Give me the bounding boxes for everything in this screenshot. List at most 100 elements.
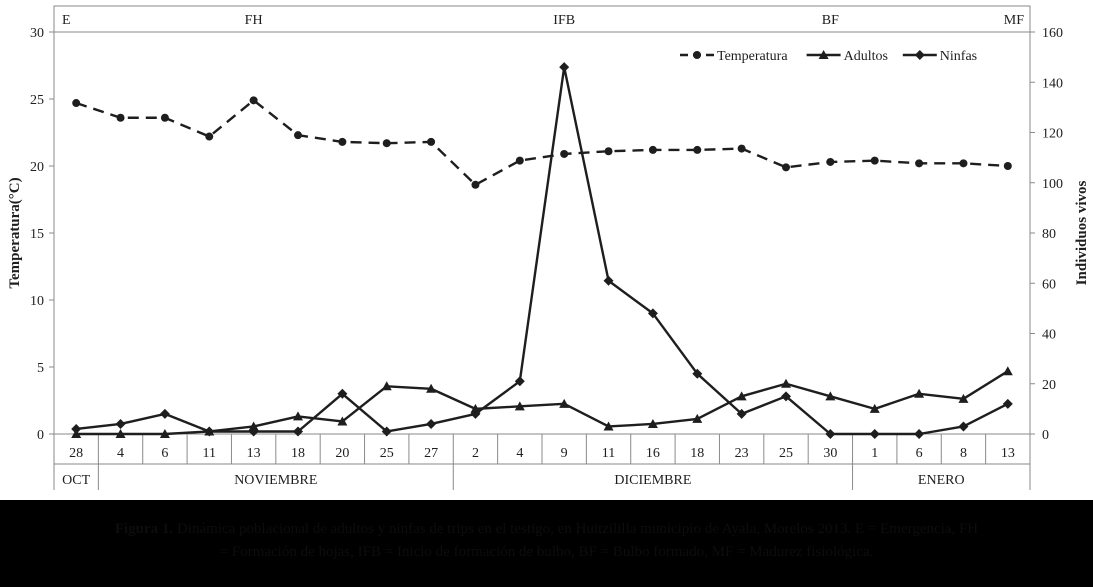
category-label: 25 (779, 446, 793, 461)
legend-marker-temperatura (693, 51, 701, 59)
series-point-ninfas (692, 368, 703, 379)
series-point-temperatura (515, 156, 524, 165)
series-point-ninfas (159, 408, 170, 419)
series-point-ninfas (958, 421, 969, 432)
left-tick-label: 5 (37, 361, 44, 376)
month-label: OCT (62, 473, 90, 488)
series-point-temperatura (782, 163, 790, 172)
series-point-temperatura (382, 139, 391, 148)
series-point-temperatura (959, 159, 968, 168)
series-point-temperatura (338, 137, 347, 146)
series-point-temperatura (604, 147, 613, 156)
series-point-ninfas (248, 426, 259, 437)
category-label: 6 (161, 446, 168, 461)
series-point-adultos (514, 401, 525, 411)
category-label: 6 (916, 446, 923, 461)
series-point-adultos (603, 421, 614, 431)
stage-label: BF (822, 13, 839, 28)
series-point-adultos (736, 391, 747, 401)
series-point-adultos (647, 418, 658, 428)
series-point-adultos (692, 413, 703, 423)
series-point-temperatura (648, 145, 657, 154)
series-point-temperatura (72, 99, 81, 108)
category-label: 18 (690, 446, 704, 461)
category-label: 13 (247, 446, 261, 461)
series-point-temperatura (560, 149, 569, 158)
series-point-adultos (869, 403, 880, 413)
series-point-ninfas (71, 423, 82, 434)
left-tick-label: 0 (37, 428, 44, 443)
series-point-temperatura (915, 159, 924, 168)
population-dynamics-chart: E FH IFB BF MF051015202530020406080100120140… (0, 0, 1093, 500)
category-label: 8 (960, 446, 967, 461)
left-tick-label: 20 (30, 160, 44, 175)
series-point-temperatura (737, 144, 746, 153)
series-line-temperatura (75, 99, 1008, 186)
category-label: 4 (117, 446, 124, 461)
right-tick-label: 80 (1042, 227, 1056, 242)
category-label: 9 (561, 446, 568, 461)
series-point-temperatura (249, 96, 258, 105)
series-point-adultos (381, 381, 392, 391)
series-point-temperatura (160, 113, 169, 122)
series-point-ninfas (381, 426, 392, 437)
caption-text-1: Dinámica poblacional de adultos y ninfas… (173, 521, 979, 537)
legend-marker-ninfas (914, 50, 925, 60)
series-point-ninfas (337, 388, 348, 399)
left-tick-label: 10 (30, 294, 44, 309)
series-point-adultos (958, 393, 969, 403)
left-tick-label: 25 (30, 93, 44, 108)
category-label: 25 (380, 446, 394, 461)
series-point-adultos (559, 398, 570, 408)
category-label: 2 (472, 446, 479, 461)
series-point-ninfas (514, 376, 525, 387)
figure-caption: Figura 1. Dinámica poblacional de adulto… (0, 518, 1093, 564)
right-tick-label: 120 (1042, 127, 1063, 142)
series-point-adultos (781, 378, 791, 388)
right-tick-label: 100 (1042, 177, 1063, 192)
month-label: DICIEMBRE (614, 473, 691, 488)
series-point-ninfas (869, 429, 880, 439)
series-point-temperatura (870, 156, 879, 165)
series-point-ninfas (115, 418, 126, 429)
series-point-temperatura (1003, 162, 1012, 170)
series-point-temperatura (826, 157, 835, 166)
category-label: 27 (424, 446, 438, 461)
series-point-temperatura (427, 137, 436, 146)
series-point-adultos (1002, 366, 1013, 376)
series-point-adultos (248, 421, 259, 431)
category-label: 4 (516, 446, 523, 461)
left-tick-label: 15 (30, 227, 44, 242)
stage-label: IFB (553, 13, 575, 28)
month-label: NOVIEMBRE (234, 473, 317, 488)
series-point-temperatura (116, 113, 125, 122)
series-point-ninfas (1002, 398, 1013, 409)
series-point-temperatura (294, 131, 302, 140)
series-point-adultos (426, 383, 437, 393)
series-point-temperatura (205, 132, 214, 141)
series-point-adultos (293, 411, 303, 421)
category-label: 1 (871, 446, 878, 461)
series-point-adultos (159, 429, 170, 438)
caption-line-1: Figura 1. Dinámica poblacional de adulto… (0, 518, 1093, 541)
stage-label: E (62, 13, 71, 28)
right-tick-label: 160 (1042, 26, 1063, 41)
category-label: 28 (69, 446, 83, 461)
legend-marker-adultos (818, 50, 829, 59)
series-point-ninfas (914, 429, 925, 439)
series-point-ninfas (781, 391, 791, 402)
series-point-ninfas (204, 426, 215, 437)
left-axis-title: Temperatura(°C) (7, 177, 23, 288)
series-point-temperatura (693, 145, 702, 154)
legend-label-temperatura: Temperatura (717, 49, 788, 64)
right-tick-label: 0 (1042, 428, 1049, 443)
left-tick-label: 30 (30, 26, 44, 41)
category-label: 20 (335, 446, 349, 461)
series-point-adultos (115, 429, 126, 438)
series-point-adultos (914, 388, 925, 398)
series-point-ninfas (559, 62, 570, 73)
category-label: 30 (823, 446, 837, 461)
right-axis-title: Individuos vivos (1074, 181, 1090, 286)
figure-background (0, 0, 1093, 500)
